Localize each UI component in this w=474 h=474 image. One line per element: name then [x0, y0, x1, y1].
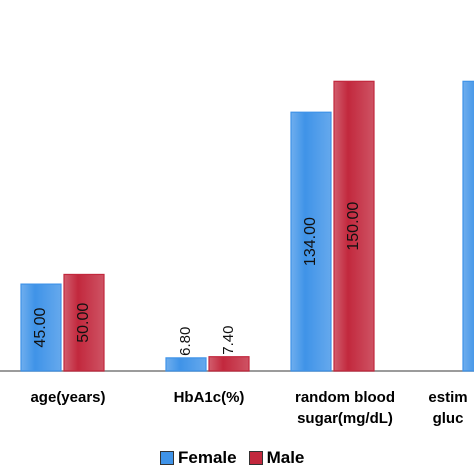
- data-label-female-2: 134.00: [302, 217, 319, 266]
- data-label-male-2: 150.00: [345, 202, 362, 251]
- legend-item-male: Male: [248, 448, 305, 468]
- legend-swatch-female: [160, 451, 174, 465]
- category-label-3-0: estim: [428, 389, 467, 406]
- legend: Female Male: [160, 448, 310, 468]
- legend-swatch-male: [248, 451, 263, 465]
- data-label-female-1: 6.80: [177, 327, 194, 356]
- legend-label-male: Male: [266, 448, 305, 467]
- bar-female-1: [165, 357, 207, 372]
- bar-female-3: [462, 80, 474, 372]
- bar-male-1: [208, 356, 250, 372]
- category-label-2-0: random blood: [295, 389, 395, 406]
- data-label-male-0: 50.00: [75, 303, 92, 343]
- legend-item-female: Female: [160, 448, 237, 468]
- category-label-0-0: age(years): [30, 389, 105, 406]
- legend-label-female: Female: [178, 448, 237, 467]
- bar-female-2: [290, 111, 332, 372]
- category-label-1-0: HbA1c(%): [174, 389, 245, 406]
- bar-male-0: [63, 273, 105, 372]
- category-label-2-1: sugar(mg/dL): [297, 410, 393, 427]
- category-label-3-1: gluc: [433, 410, 464, 427]
- bar-female-0: [20, 283, 62, 372]
- data-label-female-0: 45.00: [32, 307, 49, 347]
- bar-male-2: [333, 80, 375, 372]
- data-label-male-1: 7.40: [220, 326, 237, 355]
